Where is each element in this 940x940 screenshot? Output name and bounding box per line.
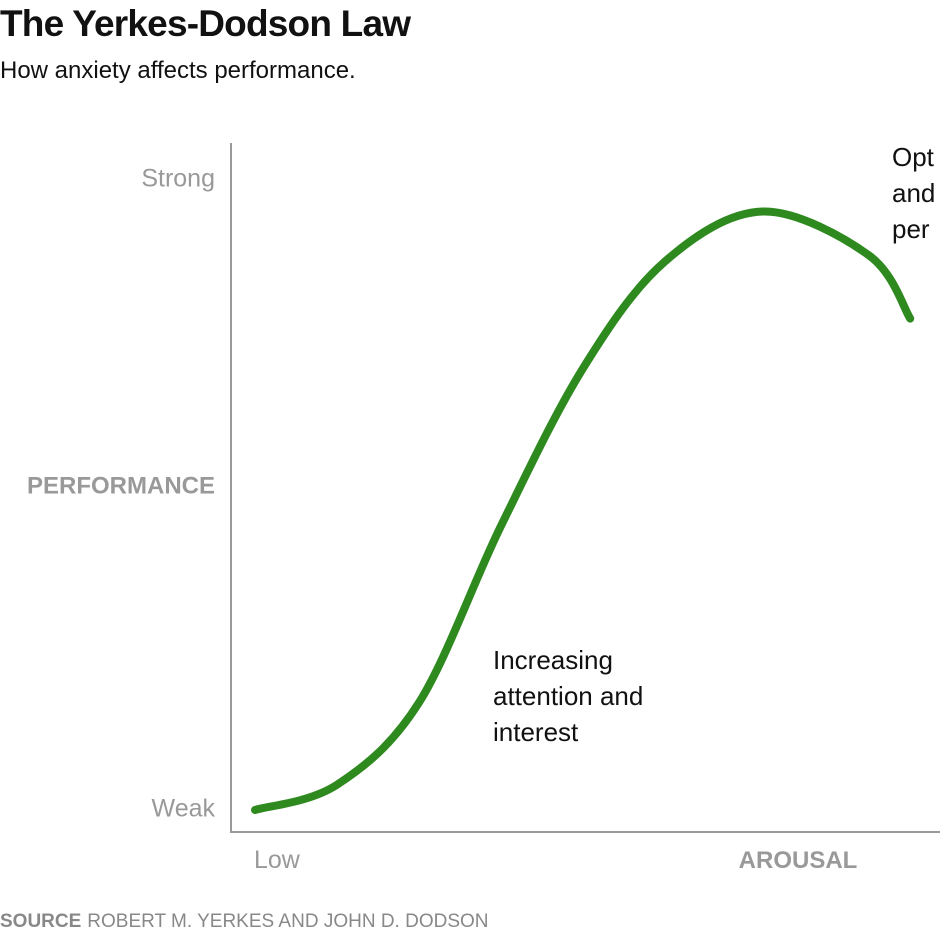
x-axis-title: AROUSAL	[739, 847, 858, 874]
x-tick-label: Low	[254, 846, 301, 874]
annotation-line: Increasing	[493, 645, 613, 675]
annotation-line: interest	[493, 717, 579, 747]
annotation-line: per	[892, 214, 930, 244]
annotation-line: attention and	[493, 681, 643, 711]
source-note: SOURCE ROBERT M. YERKES AND JOHN D. DODSO…	[0, 909, 489, 935]
series-line	[251, 207, 915, 814]
y-tick-label: Weak	[152, 795, 216, 823]
source-text: ROBERT M. YERKES AND JOHN D. DODSON	[87, 911, 489, 932]
tick-labels: Strong Weak Low	[141, 165, 300, 874]
chart-title: The Yerkes-Dodson Law	[0, 3, 411, 44]
annotation-text: Increasing attention and interest	[493, 645, 643, 747]
y-axis-title: PERFORMANCE	[27, 472, 215, 499]
axes	[230, 143, 940, 833]
annotations: Increasing attention and interest Opt and per	[493, 142, 935, 747]
axis-titles: PERFORMANCE AROUSAL	[27, 472, 857, 874]
annotation-text: Opt and per	[892, 142, 935, 244]
annotation-line: and	[892, 178, 935, 208]
chart-subtitle: How anxiety affects performance.	[0, 57, 356, 84]
source-label: SOURCE	[0, 911, 82, 932]
series-group	[251, 207, 915, 814]
y-tick-label: Strong	[141, 165, 215, 193]
annotation-line: Opt	[892, 142, 935, 172]
